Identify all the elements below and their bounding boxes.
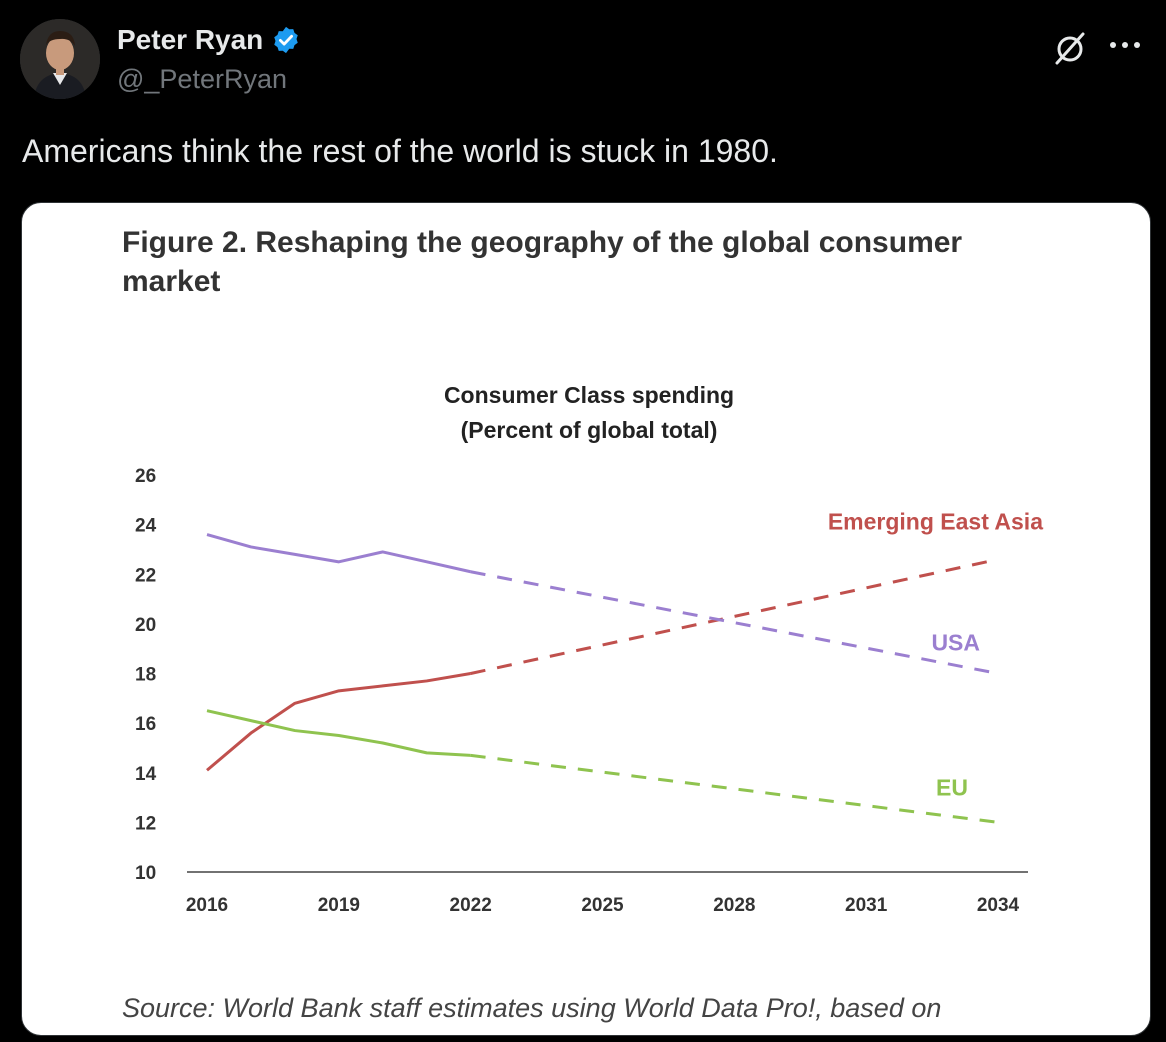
author-display-name[interactable]: Peter Ryan	[117, 24, 264, 55]
series-emerging-east-asia-projected	[470, 557, 999, 675]
y-tick-label: 16	[135, 714, 156, 735]
more-icon[interactable]	[1104, 30, 1150, 60]
y-tick-label: 12	[135, 813, 156, 834]
series-emerging-east-asia-actual	[206, 672, 471, 772]
grok-icon[interactable]	[1052, 30, 1088, 66]
series-label-eu: EU	[936, 774, 968, 800]
verified-badge-icon	[274, 26, 299, 54]
series-eu-actual	[206, 709, 471, 757]
tweet-text: Americans think the rest of the world is…	[22, 133, 778, 169]
series-eu-projected	[470, 753, 999, 824]
x-tick-label: 2019	[318, 895, 360, 916]
x-tick-label: 2034	[977, 895, 1020, 916]
series-usa-projected	[470, 570, 999, 675]
figure-source: Source: World Bank staff estimates using…	[122, 993, 942, 1023]
y-tick-label: 18	[135, 665, 156, 686]
avatar[interactable]	[20, 19, 100, 99]
author-handle[interactable]: @_PeterRyan	[117, 64, 287, 94]
y-tick-label: 22	[135, 565, 156, 586]
tweet-image[interactable]: Figure 2. Reshaping the geography of the…	[21, 202, 1151, 1036]
chart-title: Consumer Class spending	[444, 382, 734, 408]
chart-subtitle: (Percent of global total)	[461, 417, 718, 443]
line-chart: Consumer Class spending (Percent of glob…	[135, 382, 1043, 916]
avatar-image	[20, 19, 100, 99]
x-tick-label: 2016	[186, 895, 228, 916]
y-tick-label: 24	[135, 516, 157, 537]
y-tick-label: 14	[135, 764, 157, 785]
y-tick-label: 10	[135, 863, 156, 884]
y-tick-label: 20	[135, 615, 156, 636]
series-label-emerging-east-asia: Emerging East Asia	[828, 508, 1043, 534]
series-label-usa: USA	[931, 630, 980, 656]
x-tick-label: 2025	[581, 895, 624, 916]
x-tick-label: 2022	[450, 895, 492, 916]
x-tick-label: 2028	[713, 895, 755, 916]
x-tick-label: 2031	[845, 895, 888, 916]
series-usa-actual	[206, 533, 471, 574]
y-tick-label: 26	[135, 466, 156, 487]
figure-title: Figure 2. Reshaping the geography of the…	[122, 226, 963, 298]
author-name-row[interactable]: Peter Ryan	[117, 24, 301, 56]
